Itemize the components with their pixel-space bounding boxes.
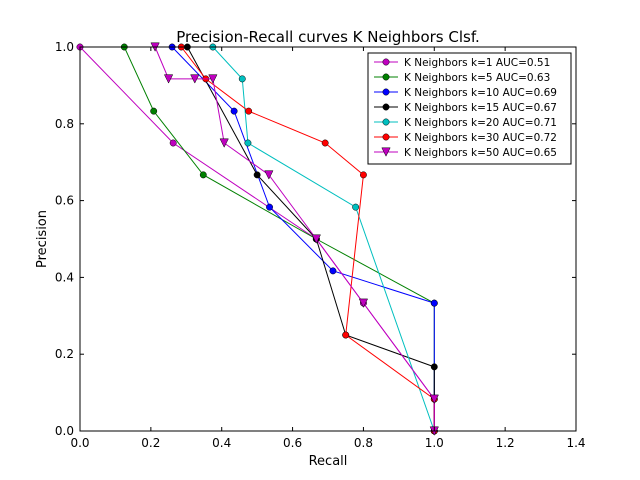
data-point [230, 107, 238, 115]
legend-entry: K Neighbors k=1 AUC=0.51 [374, 57, 550, 69]
series-line [171, 46, 435, 431]
data-point [199, 171, 207, 179]
x-tick-label: 1.4 [566, 436, 585, 450]
series-line [180, 46, 435, 431]
legend-marker [382, 88, 390, 96]
data-point [238, 75, 246, 83]
legend-entry: K Neighbors k=5 AUC=0.63 [374, 72, 550, 84]
legend-marker [382, 73, 390, 81]
legend-entry: K Neighbors k=10 AUC=0.69 [374, 87, 557, 99]
x-tick-label: 0.8 [354, 436, 373, 450]
plot-frame [79, 46, 577, 432]
legend-marker [382, 133, 390, 141]
data-point [245, 107, 253, 115]
x-tick-label: 1.0 [425, 436, 444, 450]
chart-title: Precision-Recall curves K Neighbors Clsf… [176, 28, 480, 46]
data-point [430, 299, 438, 307]
x-tick-label: 0.4 [212, 436, 231, 450]
data-point [150, 107, 158, 115]
data-point [358, 298, 369, 308]
data-point [352, 203, 360, 211]
data-point [430, 363, 438, 371]
y-tick-label: 0.0 [55, 424, 74, 438]
legend-entry: K Neighbors k=30 AUC=0.72 [374, 132, 557, 144]
series-line [186, 46, 435, 431]
axis-ticks: 0.0 0.2 0.4 0.6 0.8 1.0 1.2 1.4 0.0 0.2 0.4 0.6 0.8 1… [55, 40, 586, 450]
data-point [208, 74, 218, 84]
x-tick-label: 0.6 [283, 436, 302, 450]
legend-marker [382, 118, 390, 126]
x-tick-label: 0.0 [70, 436, 89, 450]
data-point [429, 394, 439, 404]
legend-label: K Neighbors k=30 AUC=0.72 [404, 132, 557, 144]
legend-label: K Neighbors k=10 AUC=0.69 [404, 87, 557, 99]
y-axis-label: Precision [35, 210, 50, 268]
legend-label: K Neighbors k=5 AUC=0.63 [404, 72, 550, 84]
legend-label: K Neighbors k=15 AUC=0.67 [404, 102, 557, 114]
x-tick-label: 0.2 [141, 436, 160, 450]
data-point [169, 139, 177, 147]
plot-area [76, 42, 439, 436]
data-point [311, 234, 321, 244]
x-tick-label: 1.2 [496, 436, 515, 450]
data-point [329, 267, 337, 275]
data-point [190, 74, 200, 84]
y-tick-label: 0.2 [55, 347, 74, 361]
data-point [244, 139, 252, 147]
legend-label: K Neighbors k=1 AUC=0.51 [404, 57, 550, 69]
y-tick-label: 0.6 [55, 194, 74, 208]
legend-entry: K Neighbors k=20 AUC=0.71 [374, 117, 557, 129]
data-point [266, 203, 273, 211]
legend-box [367, 52, 572, 165]
legend-marker [382, 103, 390, 111]
data-point [253, 171, 261, 179]
series-line [154, 46, 435, 431]
legend-label: K Neighbors k=20 AUC=0.71 [404, 117, 557, 129]
legend-marker [382, 58, 390, 66]
data-point [321, 139, 329, 147]
data-point [163, 74, 174, 84]
legend-marker [381, 147, 391, 157]
y-tick-label: 0.4 [55, 270, 74, 284]
y-tick-label: 1.0 [55, 40, 74, 54]
data-point [359, 171, 367, 179]
y-tick-label: 0.8 [55, 117, 74, 131]
data-point [342, 331, 350, 339]
series-3 [168, 43, 438, 435]
legend-label: K Neighbors k=50 AUC=0.65 [404, 147, 557, 159]
legend: K Neighbors k=1 AUC=0.51 K Neighbors k=5 … [367, 52, 572, 165]
data-point [219, 138, 229, 148]
x-axis-label: Recall [309, 454, 348, 469]
legend-entry: K Neighbors k=50 AUC=0.65 [374, 147, 557, 159]
legend-entry: K Neighbors k=15 AUC=0.67 [374, 102, 557, 114]
data-point [264, 170, 274, 180]
